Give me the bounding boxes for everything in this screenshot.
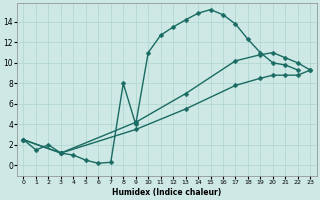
X-axis label: Humidex (Indice chaleur): Humidex (Indice chaleur) (112, 188, 221, 197)
